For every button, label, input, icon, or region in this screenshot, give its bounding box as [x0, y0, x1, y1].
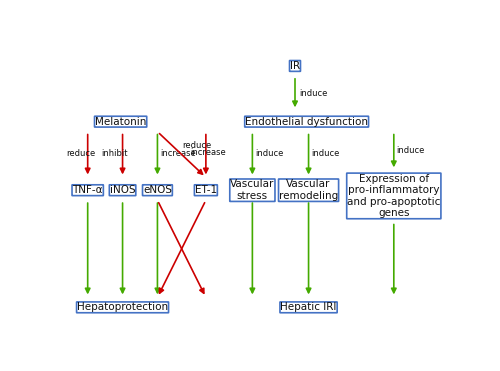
Text: reduce: reduce [182, 141, 212, 150]
Text: IR: IR [290, 61, 300, 71]
Text: Hepatic IRI: Hepatic IRI [280, 302, 337, 312]
Text: TNF-α: TNF-α [72, 185, 103, 195]
Text: induce: induce [396, 146, 425, 155]
Text: Hepatoprotection: Hepatoprotection [77, 302, 168, 312]
Text: Vascular
remodeling: Vascular remodeling [279, 180, 338, 201]
Text: induce: induce [312, 148, 340, 158]
Text: reduce: reduce [66, 148, 96, 158]
Text: induce: induce [255, 148, 284, 158]
Text: iNOS: iNOS [110, 185, 136, 195]
Text: Vascular
stress: Vascular stress [230, 180, 274, 201]
Text: increase: increase [160, 148, 196, 158]
Text: inhibit: inhibit [101, 148, 128, 158]
Text: Expression of
pro-inflammatory
and pro-apoptotic
genes: Expression of pro-inflammatory and pro-a… [347, 174, 440, 218]
Text: Endothelial dysfunction: Endothelial dysfunction [245, 116, 368, 127]
Text: eNOS: eNOS [143, 185, 172, 195]
Text: increase: increase [190, 148, 226, 157]
Text: ET-1: ET-1 [195, 185, 217, 195]
Text: induce: induce [299, 89, 327, 98]
Text: Melatonin: Melatonin [95, 116, 146, 127]
